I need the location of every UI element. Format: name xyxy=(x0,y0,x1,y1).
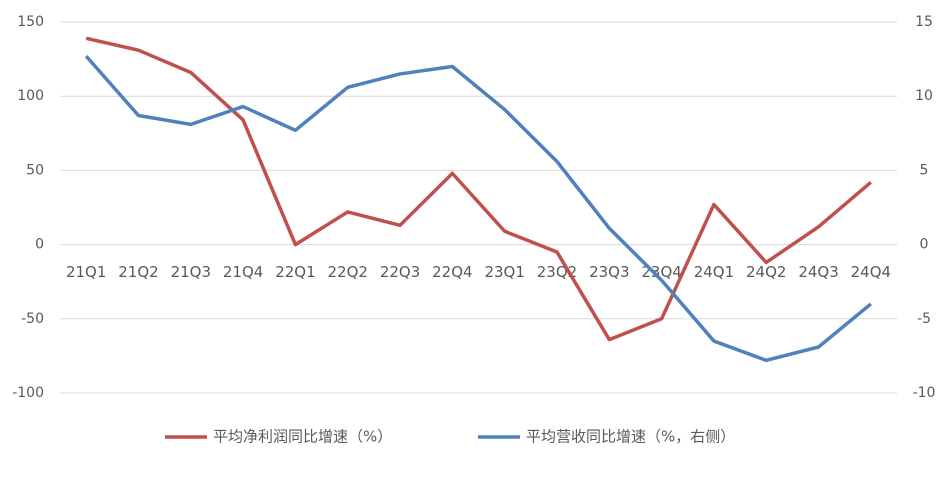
legend-label: 平均净利润同比增速（%） xyxy=(213,428,392,446)
x-tick-label: 24Q1 xyxy=(694,263,734,281)
x-tick-label: 24Q4 xyxy=(851,263,891,281)
y2-tick-label: 15 xyxy=(915,14,933,30)
x-tick-label: 23Q3 xyxy=(589,263,629,281)
y-tick-label: 150 xyxy=(17,14,44,30)
y2-tick-label: -10 xyxy=(913,385,936,401)
series-line xyxy=(85,36,872,342)
x-tick-label: 22Q4 xyxy=(432,263,472,281)
y-tick-label: 0 xyxy=(35,237,44,253)
legend-label: 平均营收同比增速（%，右侧） xyxy=(526,428,735,446)
x-tick-label: 21Q2 xyxy=(118,263,158,281)
x-tick-label: 24Q2 xyxy=(746,263,786,281)
y-tick-label: 100 xyxy=(17,88,44,104)
x-tick-label: 24Q3 xyxy=(798,263,838,281)
series-line xyxy=(84,54,872,363)
y2-tick-label: 10 xyxy=(915,88,933,104)
y-tick-label: -50 xyxy=(21,311,44,327)
x-tick-label: 21Q1 xyxy=(66,263,106,281)
y2-tick-label: 5 xyxy=(920,162,929,178)
x-tick-label: 21Q4 xyxy=(223,263,263,281)
y2-tick-label: 0 xyxy=(920,237,929,253)
x-tick-label: 22Q1 xyxy=(275,263,315,281)
x-tick-label: 23Q1 xyxy=(484,263,524,281)
y-tick-label: -100 xyxy=(12,385,44,401)
x-tick-label: 22Q3 xyxy=(380,263,420,281)
x-tick-label: 22Q2 xyxy=(328,263,368,281)
y-tick-label: 50 xyxy=(26,162,44,178)
y2-tick-label: -5 xyxy=(917,311,931,327)
x-tick-label: 21Q3 xyxy=(171,263,211,281)
x-tick-label: 23Q4 xyxy=(641,263,681,281)
